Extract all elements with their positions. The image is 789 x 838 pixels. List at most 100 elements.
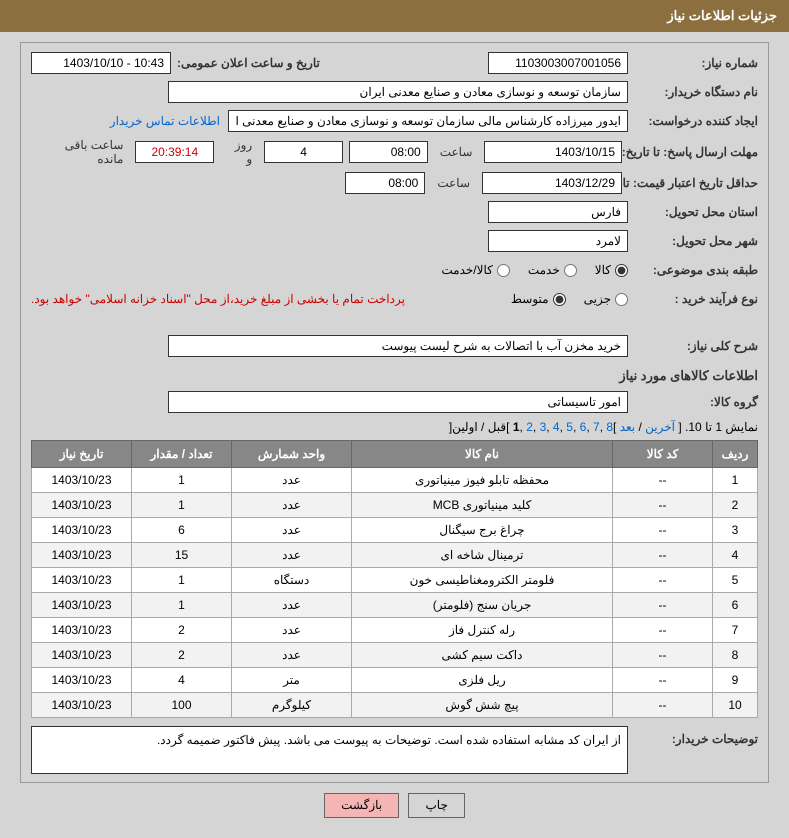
city-value: لامرد — [488, 230, 628, 252]
cell-date: 1403/10/23 — [32, 568, 132, 593]
cell-name: پیچ شش گوش — [352, 693, 613, 718]
table-row: 1--محفظه تابلو فیوز مینیاتوریعدد11403/10… — [32, 468, 758, 493]
table-row: 5--فلومتر الکترومغناطیسی خوندستگاه11403/… — [32, 568, 758, 593]
cell-code: -- — [613, 543, 713, 568]
cell-unit: عدد — [232, 543, 352, 568]
cell-unit: عدد — [232, 593, 352, 618]
cell-unit: کیلوگرم — [232, 693, 352, 718]
resp-deadline-label: مهلت ارسال پاسخ: تا تاریخ: — [628, 145, 758, 159]
cell-name: ریل فلزی — [352, 668, 613, 693]
cell-code: -- — [613, 468, 713, 493]
cell-code: -- — [613, 618, 713, 643]
panel-header: جزئیات اطلاعات نیاز — [0, 0, 789, 32]
cell-code: -- — [613, 593, 713, 618]
buyer-contact-link[interactable]: اطلاعات تماس خریدار — [110, 114, 220, 128]
process-label: نوع فرآیند خرید : — [628, 292, 758, 306]
cell-qty: 1 — [132, 493, 232, 518]
validity-time: 08:00 — [345, 172, 425, 194]
th-name: نام کالا — [352, 441, 613, 468]
cell-unit: عدد — [232, 518, 352, 543]
back-button[interactable]: بازگشت — [324, 793, 399, 818]
table-row: 3--چراغ برج سیگنالعدد61403/10/23 — [32, 518, 758, 543]
cell-unit: عدد — [232, 468, 352, 493]
cell-qty: 1 — [132, 468, 232, 493]
buyer-org-value: سازمان توسعه و نوسازی معادن و صنایع معدن… — [168, 81, 628, 103]
need-desc-label: شرح کلی نیاز: — [628, 339, 758, 353]
cell-name: چراغ برج سیگنال — [352, 518, 613, 543]
cell-qty: 15 — [132, 543, 232, 568]
cell-qty: 6 — [132, 518, 232, 543]
cell-name: محفظه تابلو فیوز مینیاتوری — [352, 468, 613, 493]
cell-n: 4 — [713, 543, 758, 568]
province-label: استان محل تحویل: — [628, 205, 758, 219]
radio-khedmat[interactable]: خدمت — [528, 263, 577, 277]
page-current: 1 — [513, 420, 520, 434]
page-4[interactable]: 4 — [553, 420, 560, 434]
th-code: کد کالا — [613, 441, 713, 468]
cell-code: -- — [613, 693, 713, 718]
cell-name: فلومتر الکترومغناطیسی خون — [352, 568, 613, 593]
cell-unit: عدد — [232, 643, 352, 668]
radio-kala-input[interactable] — [615, 264, 628, 277]
radio-khedmat-input[interactable] — [564, 264, 577, 277]
radio-kala-khedmat-input[interactable] — [497, 264, 510, 277]
time-remaining: 20:39:14 — [135, 141, 214, 163]
cell-qty: 1 — [132, 568, 232, 593]
public-date-value: 10:43 - 1403/10/10 — [31, 52, 171, 74]
public-date-label: تاریخ و ساعت اعلان عمومی: — [177, 56, 320, 70]
payment-note: پرداخت تمام یا بخشی از مبلغ خرید،از محل … — [31, 292, 405, 306]
cell-date: 1403/10/23 — [32, 518, 132, 543]
cell-n: 7 — [713, 618, 758, 643]
cell-n: 5 — [713, 568, 758, 593]
th-qty: تعداد / مقدار — [132, 441, 232, 468]
th-date: تاریخ نیاز — [32, 441, 132, 468]
validity-label: حداقل تاریخ اعتبار قیمت: تا تاریخ: — [628, 176, 758, 190]
cell-date: 1403/10/23 — [32, 468, 132, 493]
button-bar: چاپ بازگشت — [20, 783, 769, 823]
cell-qty: 4 — [132, 668, 232, 693]
table-row: 9--ریل فلزیمتر41403/10/23 — [32, 668, 758, 693]
radio-jozei[interactable]: جزیی — [584, 292, 628, 306]
need-no-label: شماره نیاز: — [628, 56, 758, 70]
validity-time-label: ساعت — [431, 176, 476, 190]
cell-code: -- — [613, 493, 713, 518]
process-radio-group: جزیی متوسط — [511, 292, 628, 306]
page-next[interactable]: بعد — [620, 420, 635, 434]
cell-qty: 1 — [132, 593, 232, 618]
requester-label: ایجاد کننده درخواست: — [628, 114, 758, 128]
cell-name: جریان سنج (فلومتر) — [352, 593, 613, 618]
th-row: ردیف — [713, 441, 758, 468]
radio-kala-khedmat[interactable]: کالا/خدمت — [441, 263, 509, 277]
page-5[interactable]: 5 — [566, 420, 573, 434]
cell-name: ترمینال شاخه ای — [352, 543, 613, 568]
table-row: 10--پیچ شش گوشکیلوگرم1001403/10/23 — [32, 693, 758, 718]
print-button[interactable]: چاپ — [408, 793, 464, 818]
page-7[interactable]: 7 — [593, 420, 600, 434]
radio-jozei-input[interactable] — [615, 293, 628, 306]
table-row: 4--ترمینال شاخه ایعدد151403/10/23 — [32, 543, 758, 568]
goods-table: ردیف کد کالا نام کالا واحد شمارش تعداد /… — [31, 440, 758, 718]
cell-date: 1403/10/23 — [32, 693, 132, 718]
cell-code: -- — [613, 568, 713, 593]
radio-motevaset[interactable]: متوسط — [511, 292, 566, 306]
city-label: شهر محل تحویل: — [628, 234, 758, 248]
cell-n: 10 — [713, 693, 758, 718]
resp-time-label: ساعت — [434, 145, 479, 159]
category-label: طبقه بندی موضوعی: — [628, 263, 758, 277]
page-last[interactable]: آخرین — [645, 420, 675, 434]
cell-name: کلید مینیاتوری MCB — [352, 493, 613, 518]
cell-code: -- — [613, 518, 713, 543]
radio-kala[interactable]: کالا — [595, 263, 628, 277]
cell-name: رله کنترل فاز — [352, 618, 613, 643]
cell-date: 1403/10/23 — [32, 493, 132, 518]
table-row: 6--جریان سنج (فلومتر)عدد11403/10/23 — [32, 593, 758, 618]
cell-date: 1403/10/23 — [32, 643, 132, 668]
cell-n: 2 — [713, 493, 758, 518]
cell-unit: عدد — [232, 493, 352, 518]
radio-motevaset-input[interactable] — [553, 293, 566, 306]
cell-unit: عدد — [232, 618, 352, 643]
th-unit: واحد شمارش — [232, 441, 352, 468]
buyer-org-label: نام دستگاه خریدار: — [628, 85, 758, 99]
page-2[interactable]: 2 — [526, 420, 533, 434]
buyer-notes-value: از ایران کد مشابه استفاده شده است. توضیح… — [31, 726, 628, 774]
